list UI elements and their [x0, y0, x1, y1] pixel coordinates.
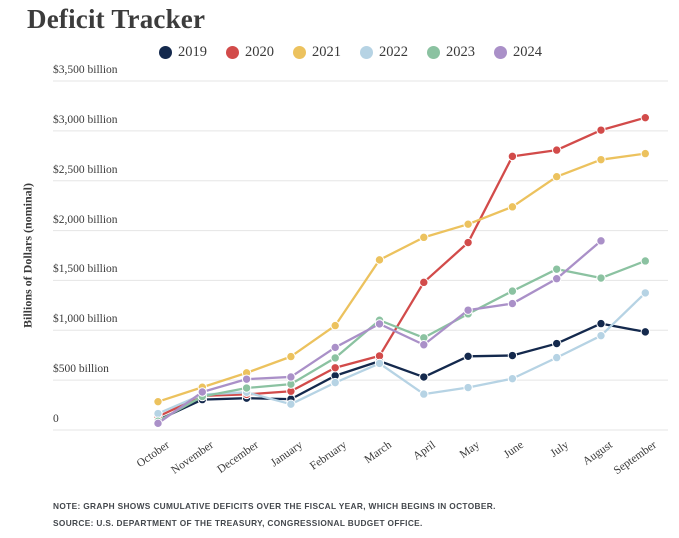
data-point-2022-March[interactable]: [374, 358, 385, 369]
data-point-2024-April[interactable]: [419, 340, 429, 350]
data-point-2019-September[interactable]: [640, 327, 650, 337]
data-point-2023-July[interactable]: [552, 264, 562, 274]
legend-item-2021[interactable]: 2021: [293, 44, 341, 61]
data-point-2021-April[interactable]: [419, 232, 429, 243]
data-point-2024-March[interactable]: [374, 319, 385, 329]
y-tick-label: $3,500 billion: [53, 64, 118, 76]
data-point-2020-May[interactable]: [463, 237, 473, 248]
data-point-2024-January[interactable]: [286, 372, 296, 382]
data-point-2024-May[interactable]: [463, 305, 473, 315]
legend-dot-icon: [427, 46, 440, 59]
series-line-2020: [156, 116, 647, 418]
legend-label: 2019: [178, 44, 207, 60]
legend-dot-icon: [293, 46, 306, 59]
legend-item-2020[interactable]: 2020: [226, 44, 274, 61]
legend-label: 2024: [513, 44, 542, 60]
legend-item-2019[interactable]: 2019: [159, 44, 207, 61]
data-point-2022-July[interactable]: [552, 352, 562, 363]
y-tick-label: $2,000 billion: [53, 213, 118, 226]
data-point-2020-September[interactable]: [640, 112, 650, 123]
data-point-2021-August[interactable]: [596, 154, 606, 165]
data-point-2023-June[interactable]: [507, 286, 518, 296]
data-point-2024-December[interactable]: [241, 374, 252, 384]
series-line-2022: [156, 291, 647, 415]
page-title: Deficit Tracker: [27, 4, 206, 34]
data-point-2022-May[interactable]: [463, 382, 473, 393]
legend-item-2022[interactable]: 2022: [360, 44, 408, 61]
data-point-2021-October[interactable]: [153, 396, 163, 407]
legend-item-2023[interactable]: 2023: [427, 44, 475, 61]
data-point-2020-August[interactable]: [596, 125, 606, 135]
data-point-2022-October[interactable]: [153, 408, 163, 419]
data-point-2022-September[interactable]: [640, 288, 650, 298]
chart-source: SOURCE: U.S. DEPARTMENT OF THE TREASURY,…: [53, 518, 423, 528]
data-point-2022-February[interactable]: [330, 377, 340, 388]
data-point-2021-March[interactable]: [374, 255, 385, 265]
data-point-2023-August[interactable]: [596, 273, 606, 283]
series-line-2021: [156, 152, 647, 403]
series-line-2023: [156, 259, 647, 423]
legend-label: 2020: [245, 44, 274, 60]
data-point-2021-September[interactable]: [640, 148, 650, 159]
legend-dot-icon: [360, 46, 373, 59]
data-point-2019-April[interactable]: [419, 372, 429, 382]
series-line-2019: [156, 322, 647, 422]
data-point-2021-February[interactable]: [330, 320, 340, 331]
data-point-2024-July[interactable]: [552, 274, 562, 284]
y-tick-label: $500 billion: [53, 363, 109, 376]
data-point-2022-April[interactable]: [419, 389, 429, 399]
y-tick-label: $2,500 billion: [53, 163, 118, 176]
data-point-2020-July[interactable]: [552, 145, 562, 155]
data-point-2024-November[interactable]: [197, 387, 208, 397]
y-tick-label: $3,000 billion: [53, 113, 118, 126]
y-tick-label: $1,000 billion: [53, 313, 118, 326]
chart-legend: 2019 2020 2021 2022 2023 2024: [0, 44, 679, 61]
data-point-2023-September[interactable]: [640, 256, 650, 266]
data-point-2024-June[interactable]: [507, 298, 518, 309]
legend-label: 2022: [379, 44, 408, 60]
data-point-2024-August[interactable]: [596, 236, 606, 246]
y-tick-label: $1,500 billion: [53, 263, 118, 276]
data-point-2021-July[interactable]: [552, 172, 562, 182]
data-point-2020-June[interactable]: [507, 151, 518, 162]
data-point-2024-October[interactable]: [153, 418, 163, 429]
legend-label: 2023: [446, 44, 475, 60]
data-point-2019-June[interactable]: [507, 350, 518, 361]
data-point-2021-January[interactable]: [286, 351, 296, 362]
data-point-2024-February[interactable]: [330, 342, 340, 353]
legend-dot-icon: [226, 46, 239, 59]
legend-dot-icon: [159, 46, 172, 59]
data-point-2019-August[interactable]: [596, 318, 606, 329]
data-point-2019-May[interactable]: [463, 351, 473, 362]
legend-dot-icon: [494, 46, 507, 59]
data-point-2022-June[interactable]: [507, 373, 518, 384]
data-point-2020-April[interactable]: [419, 277, 429, 288]
legend-item-2024[interactable]: 2024: [494, 44, 542, 61]
data-point-2021-June[interactable]: [507, 202, 518, 212]
data-point-2019-July[interactable]: [552, 338, 562, 349]
y-tick-label: 0: [53, 413, 59, 425]
chart-note: NOTE: GRAPH SHOWS CUMULATIVE DEFICITS OV…: [53, 501, 496, 511]
data-point-2023-December[interactable]: [241, 383, 252, 393]
data-point-2023-February[interactable]: [330, 353, 340, 363]
data-point-2022-August[interactable]: [596, 330, 606, 341]
data-point-2022-January[interactable]: [286, 399, 296, 409]
legend-label: 2021: [312, 44, 341, 60]
data-point-2021-May[interactable]: [463, 219, 473, 229]
data-point-2020-February[interactable]: [330, 363, 340, 373]
